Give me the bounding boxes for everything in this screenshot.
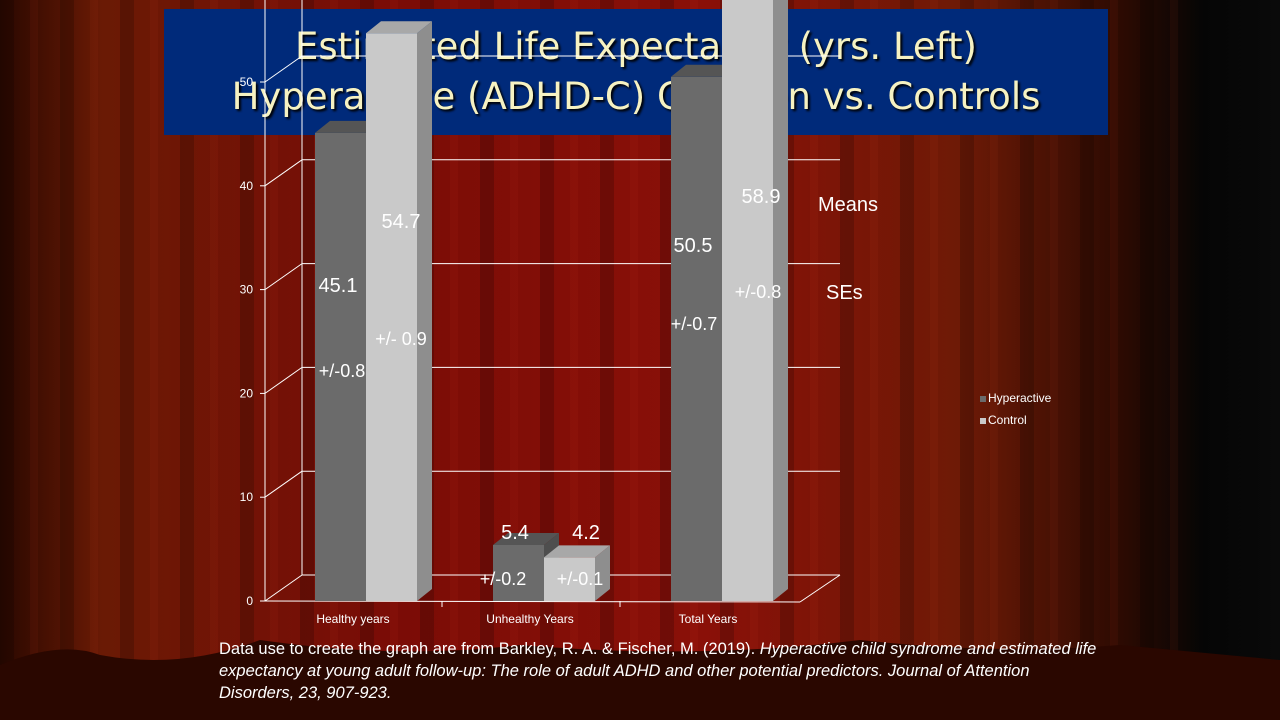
data-labels: 45.1 +/-0.8 5.4 +/-0.2 50.5 +/-0.7 54.7 +/- 0.9… [319, 186, 782, 589]
legend-swatch [980, 418, 986, 424]
bar-front [493, 544, 544, 601]
floor-front-edge [264, 600, 801, 603]
bar-front [544, 557, 595, 601]
bar-top [671, 64, 737, 77]
citation: Data use to create the graph are from Ba… [219, 638, 1099, 704]
bar-side [417, 21, 432, 602]
gridline-side [264, 159, 303, 187]
annotation-ses: SEs [826, 282, 863, 304]
gridline-side [264, 263, 303, 291]
legend-label: Control [988, 413, 1027, 427]
se-label: +/-0.8 [735, 282, 782, 302]
floor-right-edge [799, 574, 841, 603]
bar-top [493, 532, 559, 545]
x-tick-label: Healthy years [316, 612, 389, 626]
se-label: +/- 0.9 [375, 329, 427, 349]
se-label: +/-0.7 [671, 314, 718, 334]
y-tick-label: 20 [240, 386, 254, 400]
citation-title: Hyperactive child syndrome and estimated… [219, 640, 1097, 702]
bar-front [315, 132, 366, 601]
value-label: 45.1 [319, 275, 358, 297]
y-tick-label: 50 [240, 75, 254, 89]
y-tick-label: 30 [240, 283, 254, 297]
bar-control-1 [544, 545, 610, 601]
legend: Hyperactive Control [980, 391, 1052, 427]
annotation-means: Means [818, 194, 878, 216]
bar-control-0 [366, 21, 432, 602]
value-label: 58.9 [742, 186, 781, 208]
x-tick-label: Total Years [679, 612, 738, 626]
y-tick-label: 40 [240, 179, 254, 193]
se-label: +/-0.8 [319, 361, 366, 381]
bar-top [315, 120, 381, 133]
bar-side [595, 545, 610, 601]
value-label: 5.4 [501, 522, 529, 544]
bar-top [366, 21, 432, 34]
gridline-side [264, 574, 303, 602]
legend-label: Hyperactive [988, 391, 1052, 405]
gridline-side [264, 366, 303, 394]
bar-side [773, 0, 788, 601]
bar-top [544, 545, 610, 558]
se-label: +/-0.1 [557, 569, 604, 589]
value-label: 50.5 [674, 235, 713, 257]
bar-front [671, 76, 722, 601]
bar-front [366, 33, 417, 602]
se-label: +/-0.2 [480, 569, 527, 589]
citation-text: Data use to create the graph are from Ba… [219, 640, 760, 658]
legend-swatch [980, 396, 986, 402]
value-label: 54.7 [382, 211, 421, 233]
bar-hyperactive-1 [493, 532, 559, 601]
bars [315, 0, 788, 602]
gridline-side [264, 470, 303, 498]
bar-control-2 [722, 0, 788, 602]
x-tick-label: Unhealthy Years [486, 612, 573, 626]
value-label: 4.2 [572, 522, 600, 544]
bar-front [722, 0, 773, 602]
gridline-side [264, 55, 303, 83]
y-tick-label: 10 [240, 490, 254, 504]
y-tick-label: 0 [246, 594, 253, 608]
